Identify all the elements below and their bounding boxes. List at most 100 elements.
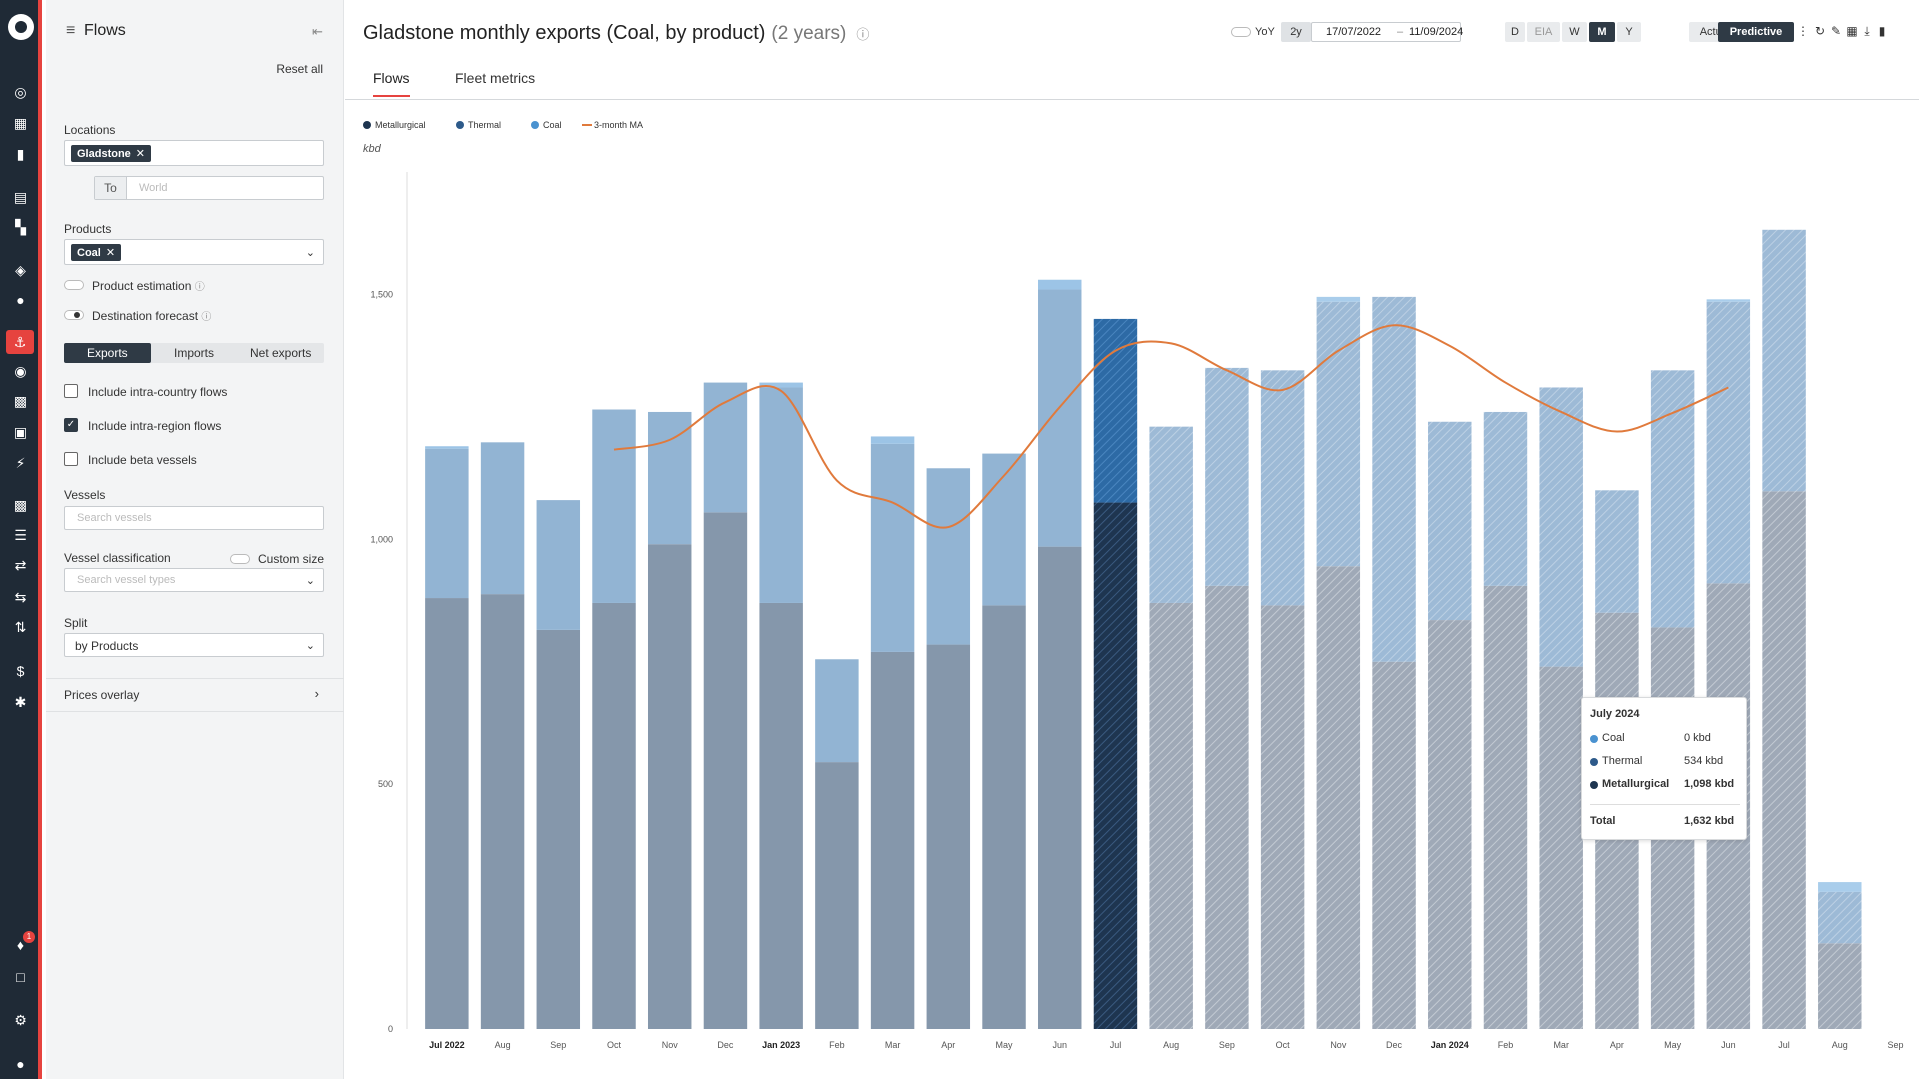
dollar-icon[interactable]: $ [16,663,25,679]
period-w-button[interactable]: W [1562,22,1587,42]
mode-net-exports[interactable]: Net exports [250,346,312,360]
dashboard-icon[interactable]: ▦ [13,115,28,131]
layout-icon[interactable]: ▦ [1846,24,1858,38]
predictive-button[interactable]: Predictive [1718,22,1794,42]
reset-all-button[interactable]: Reset all [276,62,323,76]
range-2y-button[interactable]: 2y [1281,22,1311,42]
edit-icon[interactable]: ✎ [1830,24,1842,38]
bar-metallurgical [982,605,1026,1029]
mode-exports[interactable]: Exports [64,343,151,363]
bar-thermal [926,468,971,645]
x-tick-label: Aug [1832,1040,1848,1050]
bar-metallurgical [1260,605,1305,1029]
lightning-icon[interactable]: ⚡ [15,455,26,471]
checkbox-1[interactable] [64,384,78,398]
page-subtitle: (2 years) [771,23,847,44]
asterisk-icon[interactable]: ✱ [14,694,27,710]
legend-label: Thermal [468,120,501,130]
flow-direction-selector: Exports Imports Net exports [64,343,324,363]
collapse-panel-icon[interactable]: ⇤ [312,24,323,39]
x-tick-label: Aug [495,1040,511,1050]
flows-icon[interactable]: ▚ [15,219,26,235]
custom-size-label: Custom size [258,552,325,566]
tab-flows[interactable]: Flows [373,70,410,97]
globe-icon[interactable]: ◎ [14,84,27,100]
swap-icon[interactable]: ⇅ [14,619,27,635]
user-icon[interactable]: ● [16,1056,25,1072]
location-chip: Gladstone ✕ [71,145,152,162]
shield-icon[interactable]: ◈ [15,262,26,278]
custom-size-toggle[interactable] [230,554,250,564]
bar-metallurgical [1483,585,1528,1029]
refresh-icon[interactable]: ↻ [1814,24,1826,38]
tooltip-series-value: 0 kbd [1684,732,1711,744]
products-label: Products [64,222,112,236]
prices-overlay-toggle[interactable]: Prices overlay [64,688,140,702]
download-icon[interactable]: ⤓ [1864,24,1870,38]
document-icon[interactable]: ▤ [13,189,28,205]
period-m-button[interactable]: M [1589,22,1615,42]
transfer-icon[interactable]: ⇆ [14,589,27,605]
lng-icon[interactable]: ▣ [13,424,28,440]
period-y-button[interactable]: Y [1617,22,1641,42]
vessels-search-input[interactable]: Search vessels [64,506,324,530]
date-separator: – [1397,26,1404,38]
bar-metallurgical [1539,666,1583,1029]
tooltip-series-name: Metallurgical [1602,778,1670,790]
chevron-down-icon[interactable]: ⌄ [305,640,315,652]
tab-fleet-metrics[interactable]: Fleet metrics [455,70,536,86]
settings-icon[interactable]: ⚙ [14,1012,27,1028]
leaf-icon[interactable]: ● [16,292,25,308]
destination-forecast-toggle[interactable] [64,310,84,320]
info-icon[interactable]: ⓘ [856,27,870,42]
date-range-input[interactable]: 17/07/2022 – 11/09/2024 [1311,22,1463,42]
notification-badge: 1 [23,931,35,943]
period-d-button[interactable]: D [1505,22,1525,42]
period-eia-button[interactable]: EIA [1527,22,1560,42]
bookmark-icon[interactable]: ▮ [1878,24,1886,38]
bar-thermal [1762,229,1806,492]
checkbox-2[interactable]: ✓ [64,418,78,432]
mode-imports[interactable]: Imports [174,346,215,360]
checkbox-label: Include intra-country flows [88,385,228,399]
bar-metallurgical [1818,943,1862,1029]
tooltip-total-value: 1,632 kbd [1684,815,1735,827]
vessel-icon[interactable]: ▩ [13,497,28,513]
info-icon: ⓘ [194,282,205,293]
bar-thermal [1650,370,1695,628]
bar-thermal [647,411,692,545]
more-options-icon[interactable]: ⋮ [1797,24,1809,38]
x-tick-label: May [996,1040,1014,1050]
bar-chart-icon[interactable]: ▩ [13,393,28,409]
to-location-input[interactable]: To World [94,176,324,200]
remove-product-icon[interactable]: ✕ [105,247,116,259]
bell-icon[interactable]: ♦ 1 [12,931,35,954]
vessel-types-select[interactable]: Search vessel types ⌄ [64,568,324,592]
yoy-toggle[interactable] [1231,27,1251,37]
routes-icon[interactable]: ⇄ [14,557,27,573]
bar-metallurgical [1205,585,1249,1029]
bar-thermal [1149,426,1193,603]
chat-icon[interactable]: □ [16,969,25,985]
tooltip-row: Metallurgical 1,098 kbd [1590,777,1740,793]
chevron-down-icon[interactable]: ⌄ [305,247,315,259]
bar-thermal [1539,387,1583,667]
bookmark-icon[interactable]: ▮ [16,146,25,162]
locations-input[interactable]: Gladstone ✕ [64,140,324,166]
checkbox-3[interactable] [64,452,78,466]
x-tick-label: Feb [1498,1040,1514,1050]
logo-icon[interactable] [8,14,34,40]
vessel-types-placeholder: Search vessel types [77,574,176,586]
chevron-down-icon[interactable]: ⌄ [305,575,315,587]
split-select[interactable]: by Products ⌄ [64,633,324,657]
tooltip-series-name: Coal [1602,732,1625,744]
ship-icon[interactable]: ⚓ [6,330,34,354]
page-title-text: Gladstone monthly exports (Coal, by prod… [363,22,766,44]
remove-location-icon[interactable]: ✕ [135,148,146,160]
products-select[interactable]: Coal ✕ ⌄ [64,239,324,265]
bar-thermal [1818,891,1862,944]
chevron-right-icon[interactable]: › [314,686,319,701]
product-estimation-toggle[interactable] [64,280,84,290]
list-icon[interactable]: ☰ [14,527,27,543]
oil-icon[interactable]: ◉ [14,363,27,379]
